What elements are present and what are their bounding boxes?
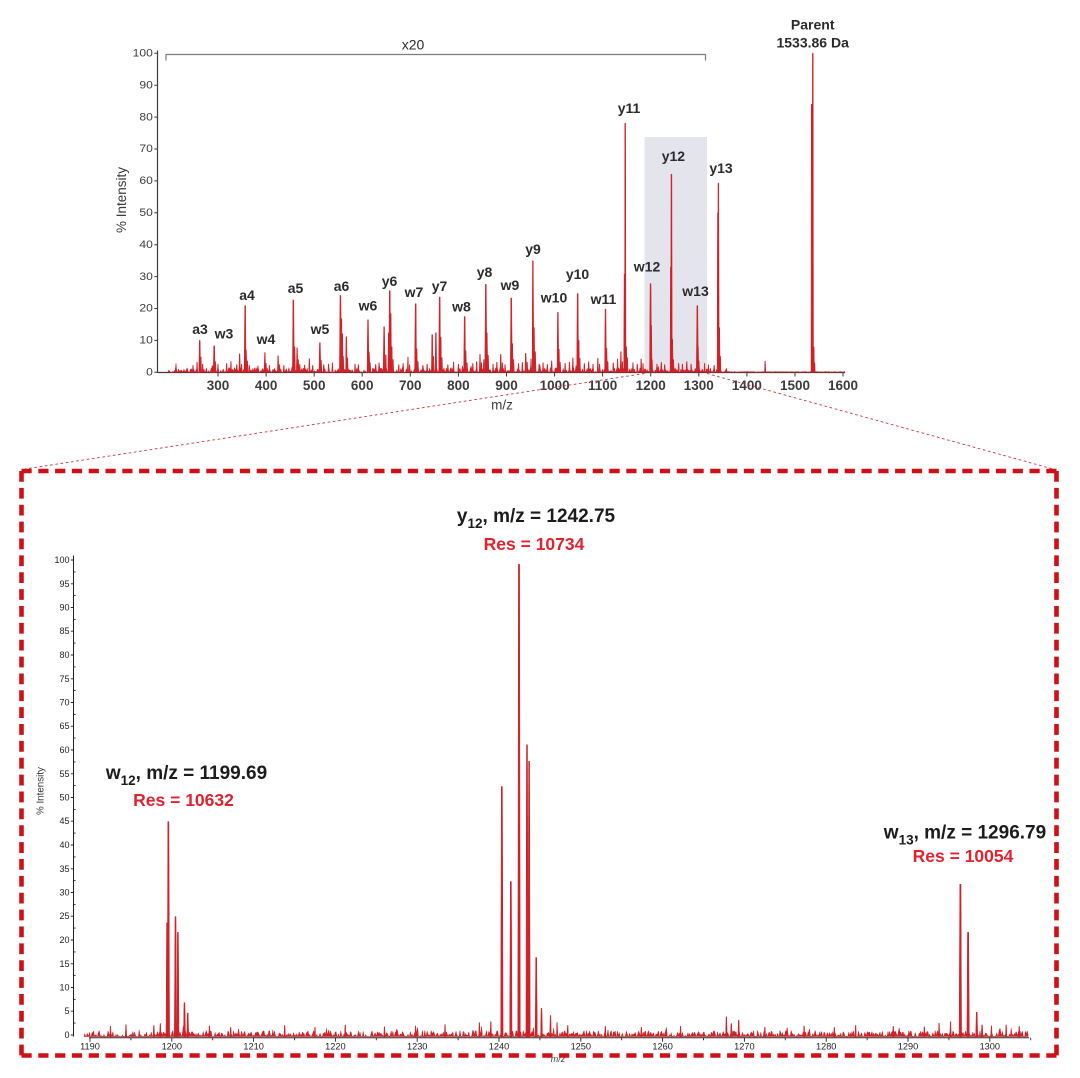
svg-text:1250: 1250 [571,1042,591,1052]
svg-text:w13, m/z = 1296.79: w13, m/z = 1296.79 [883,823,1046,848]
svg-text:Res = 10632: Res = 10632 [133,790,234,810]
svg-text:900: 900 [495,378,518,393]
svg-text:y8: y8 [477,264,493,280]
svg-text:10: 10 [139,335,152,346]
svg-text:400: 400 [255,378,278,393]
svg-text:55: 55 [59,769,69,779]
svg-text:1210: 1210 [243,1042,263,1052]
svg-text:90: 90 [139,80,152,91]
svg-text:1500: 1500 [780,378,810,393]
svg-text:20: 20 [139,303,152,314]
svg-text:80: 80 [139,112,152,123]
svg-text:a4: a4 [239,287,255,303]
svg-text:100: 100 [133,48,153,59]
svg-text:500: 500 [303,378,326,393]
svg-text:a3: a3 [192,321,208,337]
svg-text:40: 40 [59,840,69,850]
svg-text:w12: w12 [633,259,661,275]
svg-text:15: 15 [59,959,69,969]
svg-text:1230: 1230 [407,1042,427,1052]
svg-text:800: 800 [447,378,470,393]
svg-text:30: 30 [139,271,152,282]
svg-text:y12: y12 [662,148,686,164]
svg-text:w6: w6 [358,298,378,314]
svg-text:y6: y6 [382,273,398,289]
svg-text:a5: a5 [288,280,304,296]
svg-text:60: 60 [59,745,69,755]
svg-text:30: 30 [59,888,69,898]
svg-text:w7: w7 [404,284,424,300]
svg-text:20: 20 [59,935,69,945]
svg-text:80: 80 [59,650,69,660]
svg-text:1400: 1400 [732,378,762,393]
svg-text:700: 700 [399,378,422,393]
svg-text:50: 50 [59,793,69,803]
svg-text:Res = 10054: Res = 10054 [913,846,1014,866]
svg-text:95: 95 [59,579,69,589]
svg-text:1100: 1100 [588,378,617,393]
svg-text:0: 0 [146,367,153,378]
svg-text:y7: y7 [432,278,448,294]
svg-text:1280: 1280 [816,1042,836,1052]
svg-text:1270: 1270 [734,1042,754,1052]
svg-text:40: 40 [139,239,152,250]
svg-text:0: 0 [64,1030,69,1040]
svg-text:m/z: m/z [551,1054,566,1064]
svg-text:60: 60 [139,176,152,187]
svg-text:70: 70 [139,144,152,155]
svg-text:y11: y11 [618,100,641,116]
svg-text:1600: 1600 [828,378,858,393]
svg-text:y9: y9 [525,241,541,257]
svg-text:1300: 1300 [684,378,714,393]
svg-text:75: 75 [59,674,69,684]
svg-text:1200: 1200 [162,1042,182,1052]
svg-text:% Intensity: % Intensity [36,767,47,815]
svg-text:1260: 1260 [652,1042,672,1052]
svg-text:Parent: Parent [791,17,835,33]
svg-text:1300: 1300 [980,1042,1000,1052]
svg-text:5: 5 [64,1006,69,1016]
svg-text:45: 45 [59,816,69,826]
svg-text:y13: y13 [709,160,733,176]
svg-text:1190: 1190 [80,1042,100,1052]
svg-text:70: 70 [59,698,69,708]
svg-text:y12, m/z = 1242.75: y12, m/z = 1242.75 [457,506,616,531]
svg-text:100: 100 [54,555,69,565]
svg-text:90: 90 [59,603,69,613]
svg-text:w3: w3 [214,326,234,342]
svg-text:w10: w10 [540,290,568,306]
svg-text:35: 35 [59,864,69,874]
svg-text:Res = 10734: Res = 10734 [484,534,585,554]
svg-text:10: 10 [59,983,69,993]
svg-text:m/z: m/z [491,398,513,413]
svg-text:50: 50 [139,207,152,218]
svg-text:w9: w9 [500,277,520,293]
svg-text:65: 65 [59,721,69,731]
svg-text:1220: 1220 [325,1042,345,1052]
svg-text:1200: 1200 [636,378,666,393]
svg-text:1000: 1000 [540,378,570,393]
svg-text:w11: w11 [590,291,617,307]
svg-text:1533.86 Da: 1533.86 Da [776,35,849,51]
svg-text:85: 85 [59,626,69,636]
svg-text:y10: y10 [566,266,590,282]
svg-text:w13: w13 [681,283,709,299]
svg-text:1240: 1240 [489,1042,509,1052]
svg-text:a6: a6 [334,278,350,294]
svg-text:w8: w8 [451,299,471,315]
svg-text:1290: 1290 [898,1042,918,1052]
svg-text:w5: w5 [310,321,330,337]
svg-text:x20: x20 [402,37,425,53]
svg-text:% Intensity: % Intensity [114,167,129,233]
svg-text:25: 25 [59,911,69,921]
svg-text:600: 600 [351,378,374,393]
svg-text:300: 300 [207,378,230,393]
svg-text:w4: w4 [256,331,276,347]
